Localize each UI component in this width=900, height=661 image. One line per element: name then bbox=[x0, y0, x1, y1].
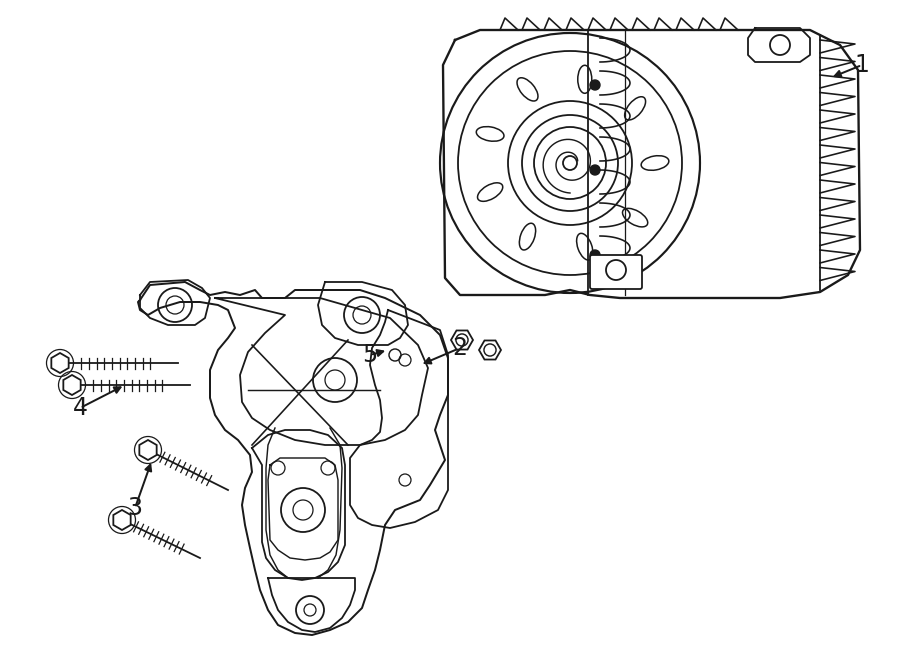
Polygon shape bbox=[140, 440, 157, 460]
Polygon shape bbox=[252, 430, 345, 580]
Circle shape bbox=[590, 250, 600, 260]
Polygon shape bbox=[140, 280, 210, 325]
Text: 3: 3 bbox=[128, 496, 142, 520]
Polygon shape bbox=[51, 353, 68, 373]
Polygon shape bbox=[748, 28, 810, 62]
Polygon shape bbox=[451, 330, 473, 350]
Polygon shape bbox=[479, 340, 501, 360]
Text: 2: 2 bbox=[453, 336, 467, 360]
Polygon shape bbox=[138, 282, 448, 635]
Text: 4: 4 bbox=[73, 396, 87, 420]
Polygon shape bbox=[350, 310, 448, 528]
FancyBboxPatch shape bbox=[590, 255, 642, 289]
Circle shape bbox=[590, 80, 600, 90]
Polygon shape bbox=[268, 578, 355, 632]
Polygon shape bbox=[215, 298, 428, 445]
Polygon shape bbox=[63, 375, 81, 395]
Text: 1: 1 bbox=[855, 53, 869, 77]
Circle shape bbox=[590, 165, 600, 175]
Polygon shape bbox=[443, 30, 860, 298]
Polygon shape bbox=[318, 282, 408, 345]
Polygon shape bbox=[113, 510, 130, 530]
Text: 5: 5 bbox=[363, 343, 378, 367]
